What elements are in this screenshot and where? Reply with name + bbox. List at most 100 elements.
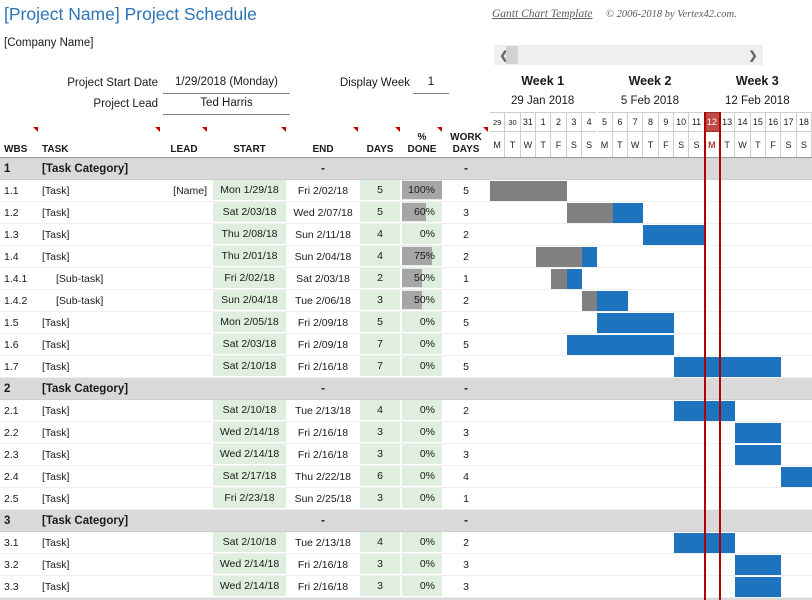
cell-work[interactable]: 1 <box>463 492 469 505</box>
cell-pct[interactable]: 0% <box>402 554 442 575</box>
cell-work[interactable]: 2 <box>463 250 469 263</box>
cell-wbs[interactable]: 1.1 <box>4 184 19 197</box>
cell-task[interactable]: [Task] <box>42 228 70 241</box>
cell-start[interactable]: Thu 2/08/18 <box>213 224 286 245</box>
column-header-work[interactable]: WORK DAYS <box>444 127 488 157</box>
cell-days[interactable]: 7 <box>360 334 400 355</box>
cell-days[interactable]: 4 <box>360 246 400 267</box>
cell-lead[interactable] <box>161 356 207 377</box>
scrollbar-thumb[interactable] <box>506 46 518 64</box>
cell-start[interactable]: Sun 2/04/18 <box>213 290 286 311</box>
cell-task[interactable]: [Task] <box>42 426 70 439</box>
cell-pct[interactable]: 75% <box>402 246 442 267</box>
cell-wbs[interactable]: 2 <box>4 382 11 395</box>
cell-wbs[interactable]: 1 <box>4 162 11 175</box>
cell-end[interactable]: - <box>321 382 325 395</box>
cell-pct[interactable]: 0% <box>402 356 442 377</box>
cell-days[interactable]: 4 <box>360 532 400 553</box>
cell-days[interactable]: 3 <box>360 488 400 509</box>
cell-work[interactable]: 1 <box>463 272 469 285</box>
cell-work[interactable]: 5 <box>463 338 469 351</box>
cell-wbs[interactable]: 3.2 <box>4 558 19 571</box>
cell-task[interactable]: [Task] <box>42 316 70 329</box>
cell-lead[interactable] <box>161 312 207 333</box>
project-start-date-value[interactable]: 1/29/2018 (Monday) <box>163 76 290 94</box>
cell-pct[interactable]: 100% <box>402 180 442 201</box>
display-week-value[interactable]: 1 <box>413 76 449 94</box>
cell-lead[interactable] <box>161 554 207 575</box>
cell-end[interactable]: Fri 2/16/18 <box>297 360 349 373</box>
cell-start[interactable]: Mon 1/29/18 <box>213 180 286 201</box>
cell-task[interactable]: [Task Category] <box>42 162 129 175</box>
cell-task[interactable]: [Task Category] <box>42 514 129 527</box>
cell-wbs[interactable]: 2.4 <box>4 470 19 483</box>
cell-end[interactable]: Wed 2/07/18 <box>293 206 353 219</box>
cell-wbs[interactable]: 3.1 <box>4 536 19 549</box>
cell-lead[interactable] <box>161 246 207 267</box>
cell-pct[interactable]: 0% <box>402 400 442 421</box>
cell-lead[interactable] <box>161 334 207 355</box>
cell-start[interactable]: Mon 2/05/18 <box>213 312 286 333</box>
cell-task[interactable]: [Task] <box>42 580 70 593</box>
cell-wbs[interactable]: 3 <box>4 514 11 527</box>
cell-days[interactable]: 5 <box>360 312 400 333</box>
cell-task[interactable]: [Sub-task] <box>56 272 104 285</box>
cell-task[interactable]: [Task] <box>42 492 70 505</box>
cell-start[interactable]: Wed 2/14/18 <box>213 422 286 443</box>
chart-scrollbar[interactable]: ❮ ❯ <box>494 45 763 65</box>
column-header-days[interactable]: DAYS <box>360 127 400 157</box>
cell-task[interactable]: [Sub-task] <box>56 294 104 307</box>
cell-end[interactable]: Tue 2/06/18 <box>295 294 351 307</box>
cell-pct[interactable]: 0% <box>402 488 442 509</box>
cell-work[interactable]: 2 <box>463 536 469 549</box>
cell-end[interactable]: Thu 2/22/18 <box>294 470 352 483</box>
cell-end[interactable]: Sun 2/25/18 <box>294 492 352 505</box>
cell-wbs[interactable]: 2.1 <box>4 404 19 417</box>
cell-work[interactable]: - <box>464 162 468 175</box>
cell-days[interactable]: 3 <box>360 422 400 443</box>
cell-wbs[interactable]: 1.6 <box>4 338 19 351</box>
column-header-lead[interactable]: LEAD <box>161 127 207 157</box>
cell-start[interactable]: Wed 2/14/18 <box>213 576 286 597</box>
cell-lead[interactable] <box>161 268 207 289</box>
cell-lead[interactable] <box>161 466 207 487</box>
cell-work[interactable]: 2 <box>463 404 469 417</box>
column-header-wbs[interactable]: WBS <box>4 127 38 157</box>
cell-start[interactable]: Sat 2/03/18 <box>213 202 286 223</box>
cell-task[interactable]: [Task] <box>42 558 70 571</box>
cell-pct[interactable]: 50% <box>402 268 442 289</box>
cell-lead[interactable] <box>161 444 207 465</box>
cell-lead[interactable]: [Name] <box>173 184 207 197</box>
cell-end[interactable]: Sun 2/04/18 <box>294 250 352 263</box>
cell-days[interactable]: 4 <box>360 224 400 245</box>
cell-task[interactable]: [Task] <box>42 206 70 219</box>
cell-end[interactable]: Fri 2/09/18 <box>297 316 349 329</box>
cell-wbs[interactable]: 1.4 <box>4 250 19 263</box>
cell-days[interactable]: 3 <box>360 576 400 597</box>
cell-work[interactable]: 3 <box>463 580 469 593</box>
cell-end[interactable]: Fri 2/02/18 <box>297 184 349 197</box>
cell-lead[interactable] <box>161 224 207 245</box>
cell-pct[interactable]: 0% <box>402 576 442 597</box>
company-name[interactable]: [Company Name] <box>4 37 94 49</box>
cell-end[interactable]: Tue 2/13/18 <box>295 404 351 417</box>
cell-lead[interactable] <box>161 576 207 597</box>
cell-pct[interactable]: 0% <box>402 444 442 465</box>
cell-days[interactable]: 2 <box>360 268 400 289</box>
cell-pct[interactable]: 0% <box>402 312 442 333</box>
cell-days[interactable]: 6 <box>360 466 400 487</box>
cell-task[interactable]: [Task] <box>42 470 70 483</box>
cell-start[interactable]: Wed 2/14/18 <box>213 444 286 465</box>
cell-lead[interactable] <box>161 400 207 421</box>
cell-wbs[interactable]: 2.2 <box>4 426 19 439</box>
cell-end[interactable]: Sat 2/03/18 <box>296 272 350 285</box>
cell-days[interactable]: 3 <box>360 444 400 465</box>
cell-days[interactable]: 7 <box>360 356 400 377</box>
cell-start[interactable]: Sat 2/10/18 <box>213 356 286 377</box>
template-link[interactable]: Gantt Chart Template <box>492 8 593 20</box>
cell-start[interactable]: Sat 2/03/18 <box>213 334 286 355</box>
cell-start[interactable]: Sat 2/10/18 <box>213 400 286 421</box>
cell-pct[interactable]: 0% <box>402 334 442 355</box>
cell-end[interactable]: - <box>321 514 325 527</box>
cell-task[interactable]: [Task] <box>42 404 70 417</box>
